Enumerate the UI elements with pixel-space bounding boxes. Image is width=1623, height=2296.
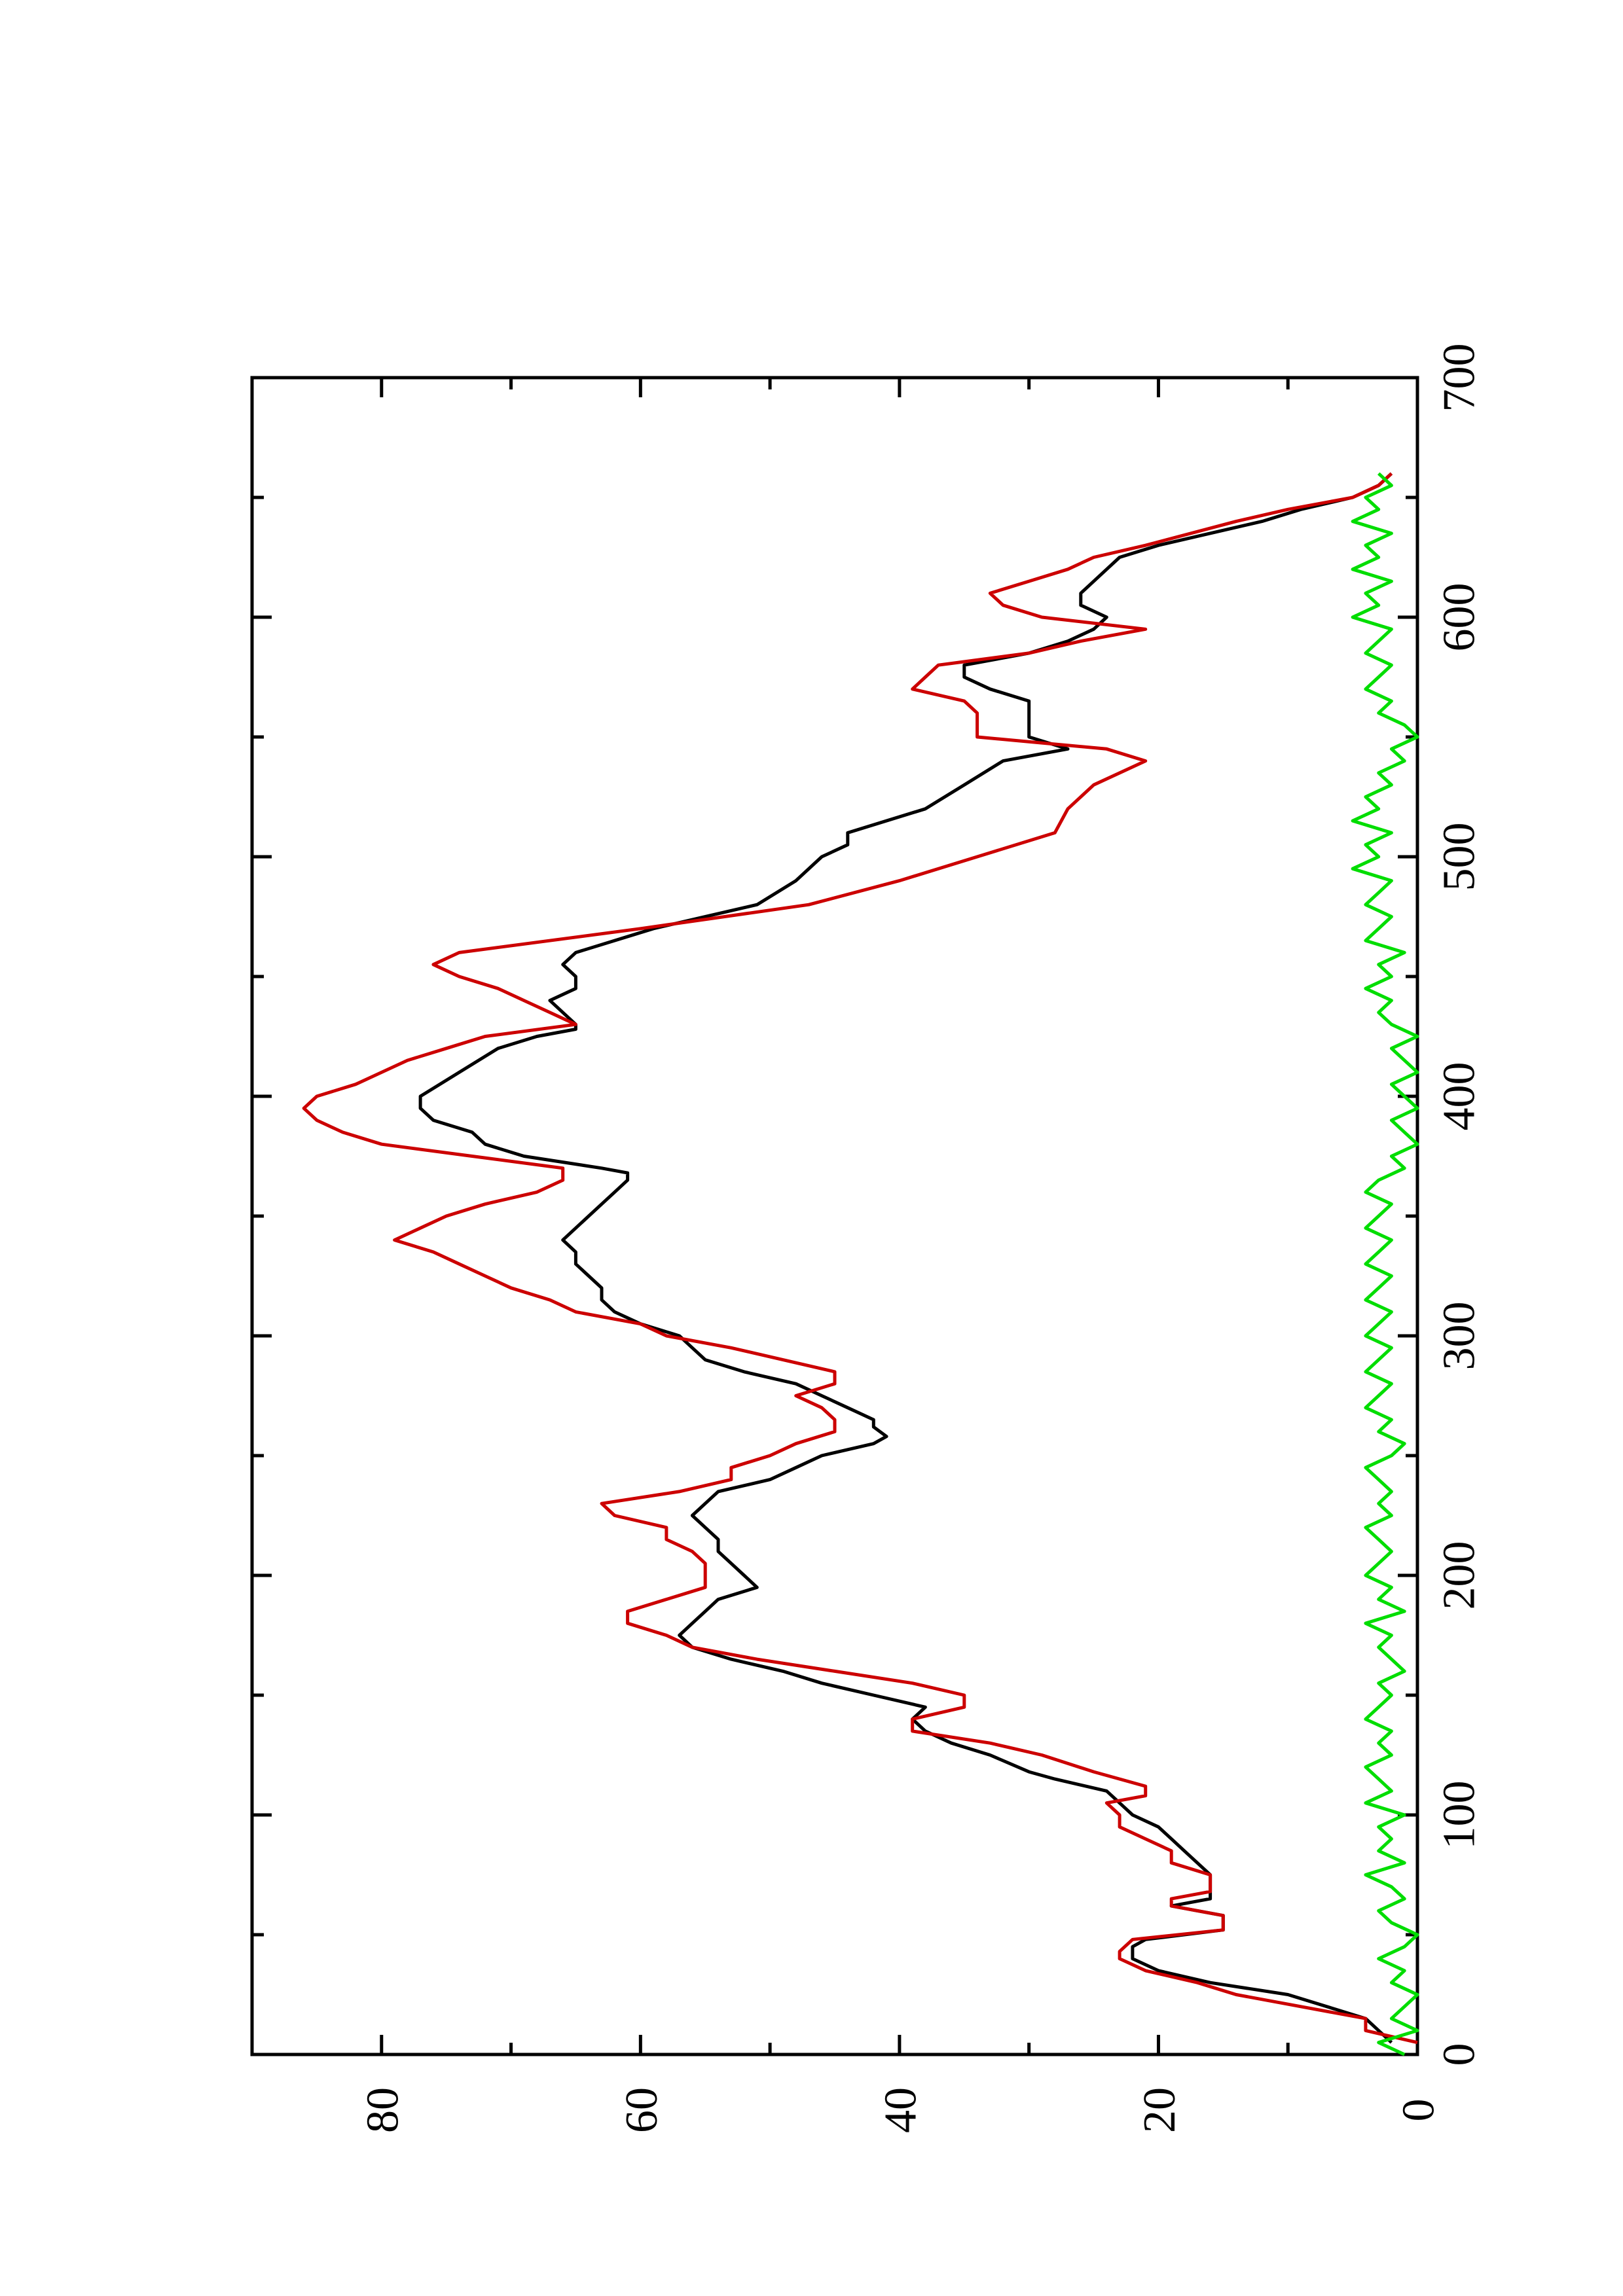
y-tick-label-20: 20 xyxy=(1135,2087,1185,2133)
x-tick-label-300: 300 xyxy=(1434,1302,1485,1371)
x-tick-label-100: 100 xyxy=(1434,1781,1485,1850)
series-line-2 xyxy=(302,472,1418,2045)
plot-frame xyxy=(250,376,1419,2056)
tick-labels: 0 100 200 300 400 500 600 700 0 20 40 60 80 xyxy=(357,344,1484,2134)
y-tick-label-40: 40 xyxy=(875,2087,926,2133)
ticks xyxy=(250,376,1419,2056)
x-tick-label-200: 200 xyxy=(1434,1541,1485,1610)
series-group xyxy=(302,472,1419,2056)
x-tick-label-700: 700 xyxy=(1434,344,1485,412)
x-tick-label-600: 600 xyxy=(1434,583,1485,652)
y-tick-label-60: 60 xyxy=(617,2087,667,2133)
series-line-1 xyxy=(418,472,1393,2044)
x-tick-label-0: 0 xyxy=(1434,2043,1485,2066)
series-line-3 xyxy=(1351,472,1419,2056)
y-tick-label-0: 0 xyxy=(1394,2099,1444,2122)
x-tick-label-400: 400 xyxy=(1434,1062,1485,1131)
y-tick-label-80: 80 xyxy=(357,2087,408,2133)
x-tick-label-500: 500 xyxy=(1434,823,1485,891)
